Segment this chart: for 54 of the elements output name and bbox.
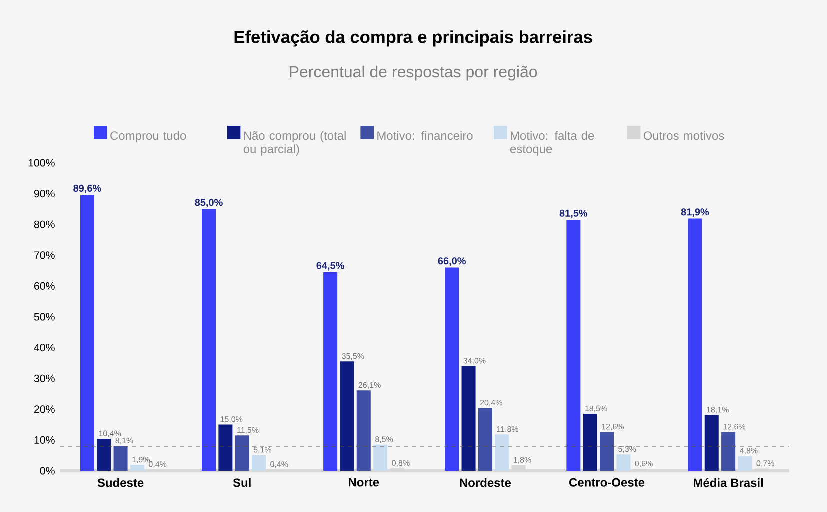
data-label: 18,1% — [707, 407, 729, 414]
data-label: 4,8% — [740, 448, 758, 455]
data-label: 26,1% — [358, 382, 381, 390]
data-label: 85,0% — [195, 199, 223, 208]
data-label: 0,7% — [756, 460, 774, 468]
data-label: 15,0% — [220, 416, 243, 424]
data-label: 81,5% — [560, 210, 588, 218]
data-label: 5,3% — [618, 446, 636, 454]
y-tick-label: 60% — [34, 282, 55, 290]
y-tick-label: 100% — [28, 159, 55, 167]
data-label: 10,4% — [99, 430, 122, 438]
data-label: 11,5% — [238, 427, 259, 434]
data-label: 11,8% — [497, 426, 519, 434]
data-label: 34,0% — [464, 358, 486, 365]
y-tick-label: 0% — [40, 467, 55, 475]
x-tick-label: Sul — [233, 478, 251, 488]
legend-label: Motivo: financeiro — [378, 131, 473, 140]
x-tick-label: Norte — [349, 478, 380, 487]
y-tick-label: 70% — [34, 252, 55, 260]
y-tick-label: 50% — [34, 313, 55, 321]
data-label: 5,1% — [254, 447, 272, 454]
x-tick-label: Centro-Oeste — [569, 478, 645, 487]
data-label: 64,5% — [316, 262, 344, 271]
legend-label: Motivo: falta de estoque — [510, 131, 594, 156]
legend-label: Outros motivos — [644, 131, 724, 140]
data-label: 89,6% — [74, 184, 102, 194]
data-label: 18,5% — [586, 406, 608, 412]
y-tick-label: 90% — [34, 190, 55, 198]
y-tick-label: 10% — [34, 436, 55, 444]
data-label: 66,0% — [438, 258, 466, 266]
data-label: 12,6% — [602, 424, 624, 431]
legend-label: Não comprou (total ou parcial) — [244, 131, 346, 156]
y-tick-label: 40% — [34, 344, 55, 352]
data-label: 0,4% — [149, 462, 167, 468]
data-label: 1,8% — [514, 457, 532, 464]
data-label: 12,6% — [724, 424, 746, 431]
data-label: 8,5% — [376, 436, 394, 444]
y-tick-label: 30% — [34, 374, 55, 382]
data-label: 8,1% — [116, 438, 134, 444]
data-label: 1,9% — [132, 456, 150, 464]
data-label: 0,6% — [635, 460, 653, 468]
data-label: 81,9% — [681, 208, 710, 218]
data-label: 20,4% — [480, 400, 502, 407]
data-label: 35,5% — [342, 353, 364, 360]
chart-title: Efetivação da compra e principais barreiras — [234, 30, 592, 47]
data-label: 0,4% — [270, 462, 288, 468]
data-label: 0,8% — [392, 460, 410, 467]
chart-subtitle: Percentual de respostas por região — [290, 66, 538, 81]
x-tick-label: Média Brasil — [694, 478, 764, 488]
x-tick-label: Nordeste — [460, 478, 512, 488]
legend-label: Comprou tudo — [110, 131, 186, 142]
y-tick-label: 80% — [34, 220, 55, 228]
y-tick-label: 20% — [34, 406, 55, 414]
x-tick-label: Sudeste — [98, 478, 144, 488]
